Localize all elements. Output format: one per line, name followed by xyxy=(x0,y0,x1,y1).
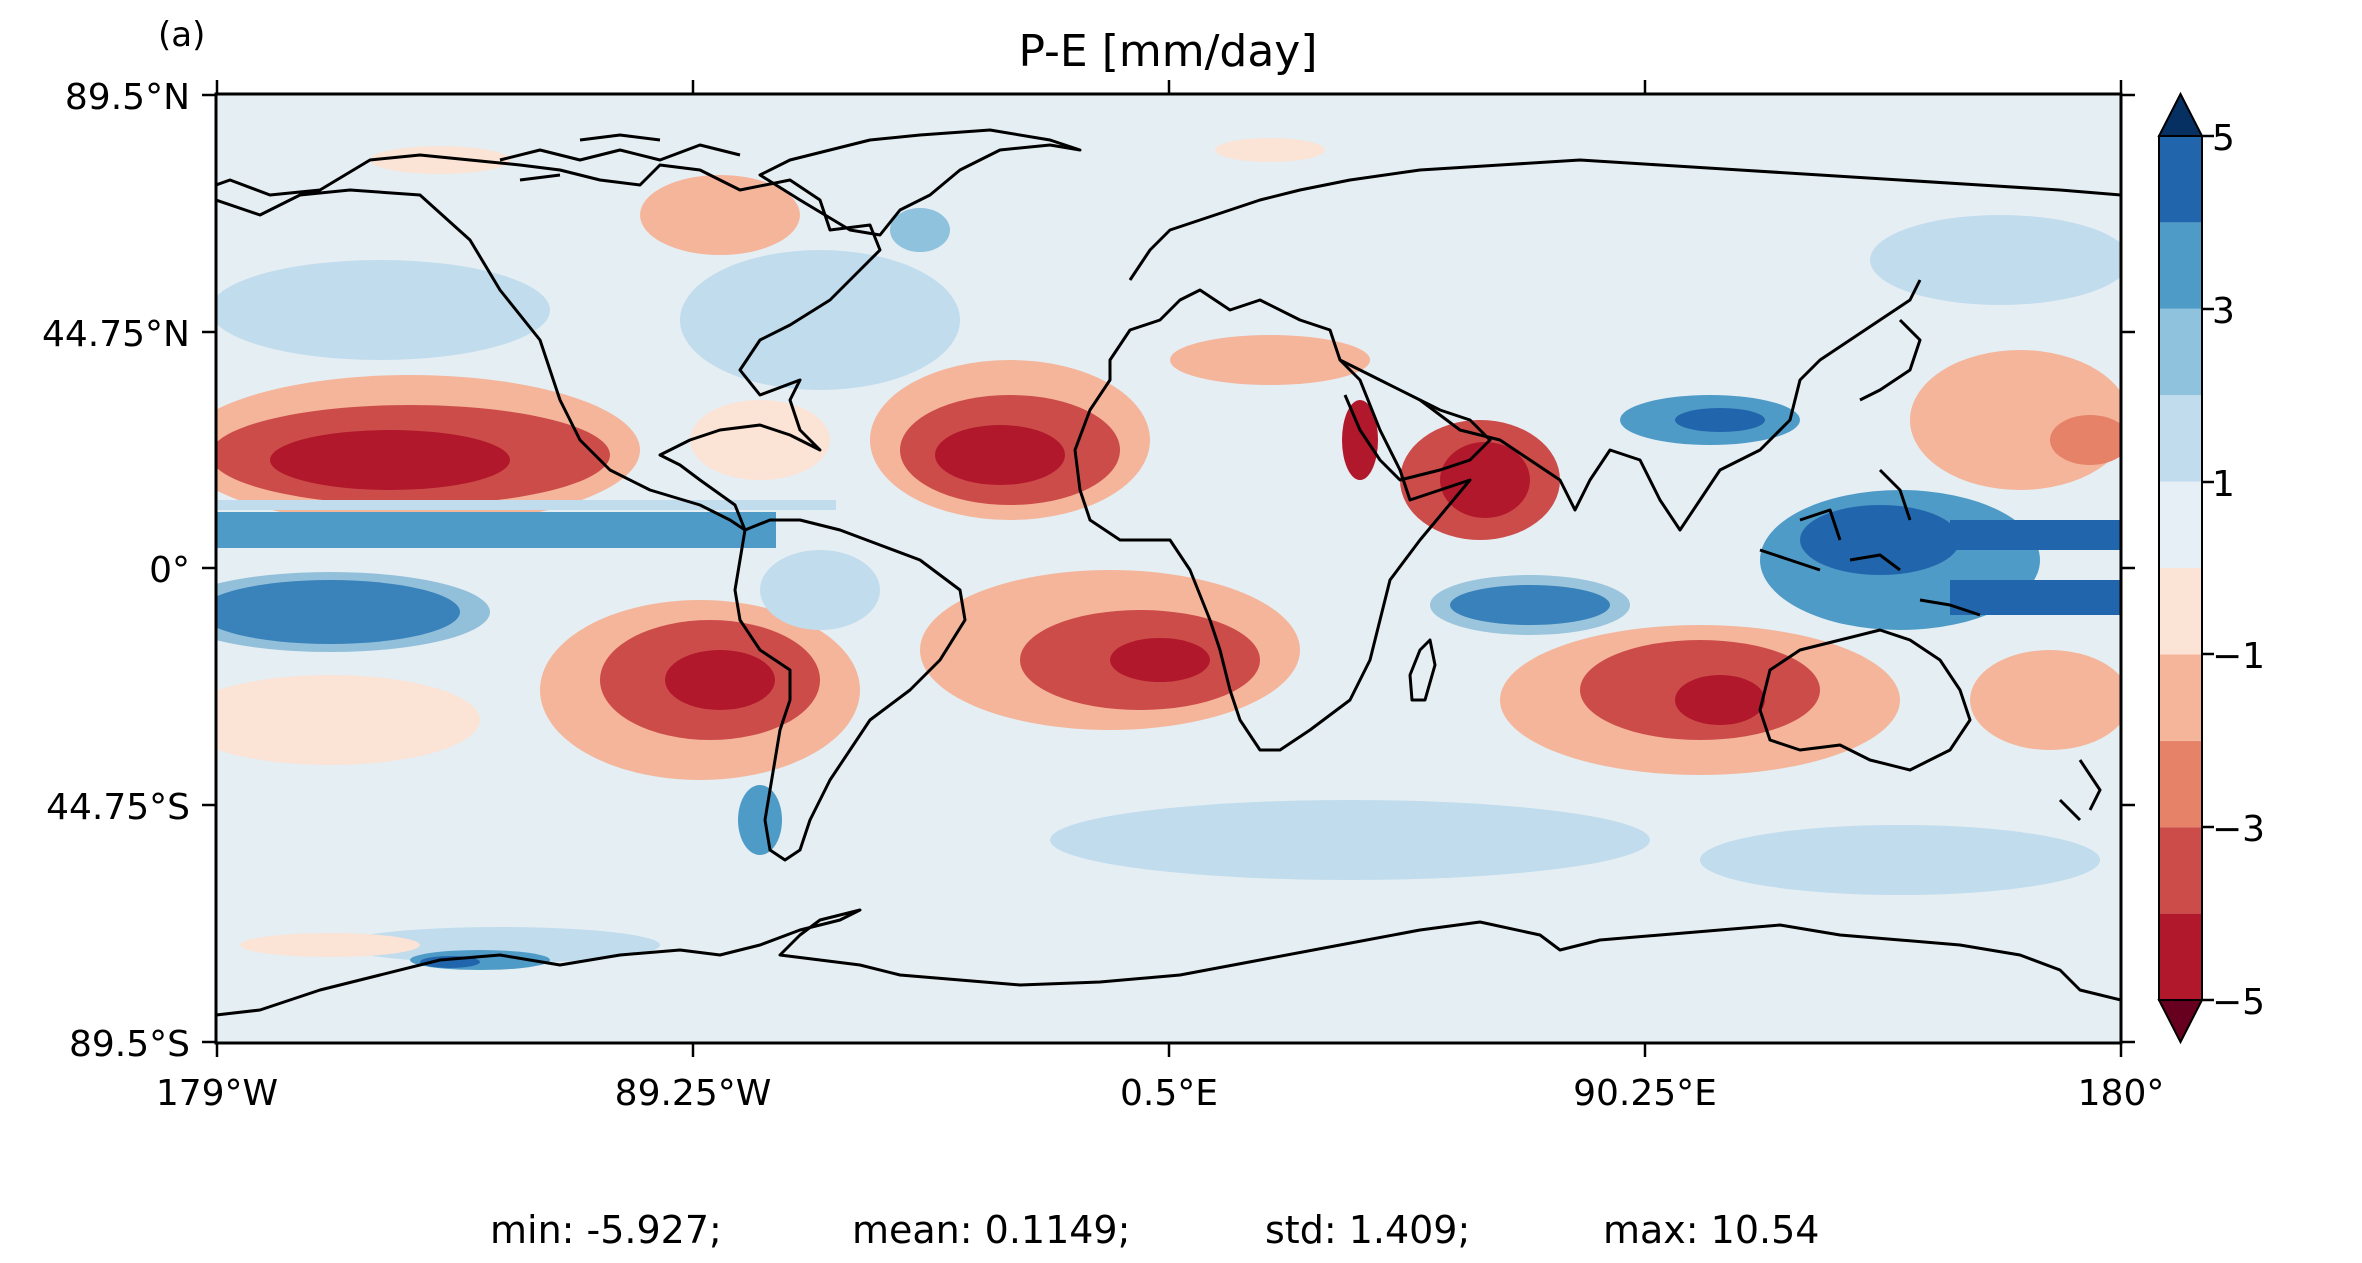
pe-region-s-pacific-light xyxy=(216,675,480,765)
pe-region-n-atlantic-dry-core xyxy=(935,425,1065,485)
pe-region-wpac-itcz xyxy=(1950,520,2121,550)
pe-region-n-pacific xyxy=(216,260,550,360)
coastline-antarctica xyxy=(216,908,2121,1017)
colorbar-ticks xyxy=(2202,134,2214,1002)
pe-region-southern-ocean-1 xyxy=(1050,800,1650,880)
pe-region-greenland-east xyxy=(890,208,950,252)
coastline-arabia xyxy=(1343,394,1492,482)
colorbar: 5 3 1 −1 −3 −5 xyxy=(2157,91,2265,1045)
pe-region-itcz-pacific xyxy=(216,512,776,548)
colorbar-bin xyxy=(2159,827,2202,914)
stats-line: min: -5.927; mean: 0.1149; std: 1.409; m… xyxy=(490,1208,1819,1252)
stat-min: min: -5.927; xyxy=(490,1208,722,1252)
y-tick-label: 44.75°N xyxy=(42,314,190,355)
colorbar-tick-label: −1 xyxy=(2212,636,2265,677)
x-tick-label: 0.5°E xyxy=(1120,1073,1218,1114)
colorbar-extend-over xyxy=(2157,91,2204,137)
pe-region-red-sea xyxy=(1342,400,1378,480)
coastline-madagascar xyxy=(1408,638,1437,702)
pe-region-mediterranean xyxy=(1170,335,1370,385)
pe-region-npac-dry-core xyxy=(270,430,510,490)
x-tick-label: 90.25°E xyxy=(1573,1073,1717,1114)
axis-ticks xyxy=(202,80,2135,1057)
colorbar-bin xyxy=(2159,913,2202,1000)
y-tick-label: 89.5°N xyxy=(65,77,190,118)
x-tick-label: 89.25°W xyxy=(615,1073,772,1114)
colorbar-tick-label: 1 xyxy=(2212,464,2235,505)
coastline-japan xyxy=(1859,318,1922,402)
panel-label: (a) xyxy=(158,15,205,55)
pe-region-arctic-1 xyxy=(370,146,510,174)
pe-region-s-atlantic-dry-core xyxy=(1110,638,1210,682)
colorbar-bin xyxy=(2159,136,2202,223)
pe-region-ne-pacific xyxy=(1870,215,2121,305)
colorbar-extend-under xyxy=(2157,999,2204,1045)
pe-region-southern-ocean-2 xyxy=(1700,825,2100,895)
colorbar-bin xyxy=(2159,481,2202,568)
coastline-eurasia-north xyxy=(1128,158,2121,281)
pe-region-sw-pacific-dry xyxy=(1970,650,2121,750)
x-tick-label: 180° xyxy=(2078,1073,2165,1114)
stat-max: max: 10.54 xyxy=(1603,1208,1819,1252)
pe-region-amazon-wet xyxy=(760,550,880,630)
colorbar-bin xyxy=(2159,395,2202,482)
colorbar-bins xyxy=(2159,136,2202,1000)
coastline-europe-africa xyxy=(1073,288,1472,752)
pe-region-npac-west-dry-core xyxy=(2050,415,2121,465)
colorbar-tick-label: −3 xyxy=(2212,809,2265,850)
pe-region-s-indian-dry-core xyxy=(1675,675,1765,725)
pe-region-spcz xyxy=(1950,580,2121,615)
pe-region-antarctic-dry xyxy=(240,933,420,957)
pe-region-se-pacific-dry-core xyxy=(665,650,775,710)
y-tick-label: 89.5°S xyxy=(69,1024,190,1065)
colorbar-bin xyxy=(2159,654,2202,741)
x-tick-label: 179°W xyxy=(156,1073,278,1114)
pe-region-maritime-core xyxy=(1800,505,1960,575)
map-title: P-E [mm/day] xyxy=(1018,26,1317,77)
pe-region-arabian-sea-core xyxy=(1440,442,1530,518)
pe-region-itcz-pacific-edge xyxy=(216,500,836,510)
colorbar-tick-label: 3 xyxy=(2212,291,2235,332)
pe-region-greenland xyxy=(640,175,800,255)
pe-region-patagonia-wet xyxy=(738,785,782,855)
coastline-maritime-continent xyxy=(1759,468,1981,617)
coastline-new-zealand xyxy=(2058,759,2102,822)
colorbar-tick-label: 5 xyxy=(2212,118,2235,159)
pe-region-sh-pacific-wet-halo xyxy=(216,572,490,652)
pe-region-indian-eq-halo xyxy=(1430,575,1630,635)
pe-region-n-atlantic xyxy=(680,250,960,390)
y-tick-label: 44.75°S xyxy=(46,787,190,828)
colorbar-tick-label: −5 xyxy=(2212,982,2265,1023)
pe-region-east-asia-core xyxy=(1675,408,1765,432)
colorbar-bin xyxy=(2159,308,2202,396)
pe-region-gulf xyxy=(690,400,830,480)
coastline-australia xyxy=(1758,628,1972,772)
colorbar-bin xyxy=(2159,568,2202,655)
coastline-greenland xyxy=(758,128,1082,237)
stat-std: std: 1.409; xyxy=(1265,1208,1470,1252)
stat-mean: mean: 0.1149; xyxy=(852,1208,1130,1252)
pe-region-arctic-2 xyxy=(1215,138,1325,162)
coastline-north-america xyxy=(216,153,882,532)
colorbar-bin xyxy=(2159,222,2202,309)
coastline-arctic-islands xyxy=(499,133,741,182)
pe-region-southern-ocean-3 xyxy=(340,927,660,963)
pe-field xyxy=(216,138,2121,970)
colorbar-frame xyxy=(2158,135,2203,1001)
y-tick-label: 0° xyxy=(149,550,190,591)
colorbar-bin xyxy=(2159,740,2202,828)
map-panel: 89.5°N 44.75°N 0° 44.75°S 89.5°S 179°W 8… xyxy=(42,77,2164,1114)
coastline-south-america xyxy=(733,518,967,862)
coastlines xyxy=(216,128,2121,1017)
